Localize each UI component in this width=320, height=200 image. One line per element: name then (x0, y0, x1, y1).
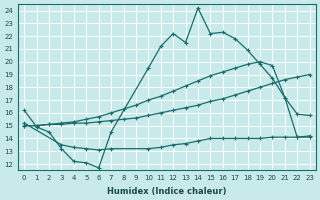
X-axis label: Humidex (Indice chaleur): Humidex (Indice chaleur) (107, 187, 227, 196)
